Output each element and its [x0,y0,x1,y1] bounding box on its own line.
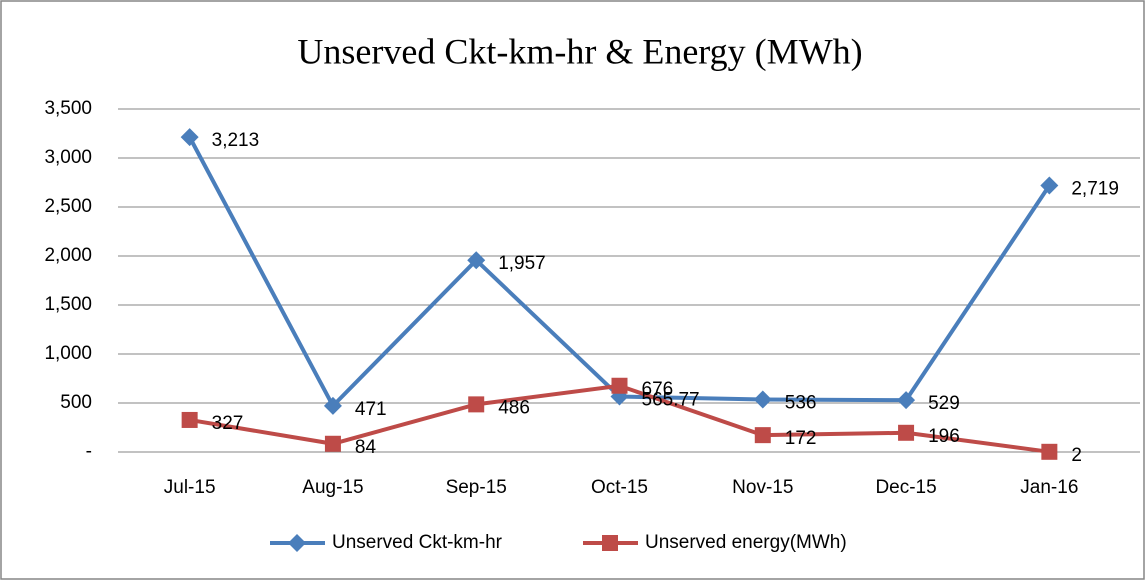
legend-marker [602,535,618,551]
x-tick-label: Dec-15 [875,477,936,498]
data-point [324,435,341,452]
data-point [1041,443,1058,460]
x-tick-label: Jul-15 [164,477,216,498]
x-tick-label: Oct-15 [591,477,648,498]
y-tick-label: - [86,441,92,462]
y-tick-label: 1,000 [44,343,92,364]
y-tick-label: 3,000 [44,147,92,168]
x-tick-label: Sep-15 [446,477,507,498]
data-label: 172 [785,428,817,449]
legend-label: Unserved energy(MWh) [645,532,847,553]
data-label: 3,213 [212,130,260,151]
data-label: 84 [355,437,377,458]
data-label: 486 [498,397,530,418]
data-label: 1,957 [498,253,546,274]
data-label: 196 [928,426,960,447]
data-label: 676 [642,379,674,400]
x-tick-label: Aug-15 [302,477,363,498]
data-label: 2 [1071,445,1082,466]
y-tick-label: 500 [60,392,92,413]
data-label: 471 [355,399,387,420]
data-label: 529 [928,393,960,414]
x-tick-label: Jan-16 [1020,477,1078,498]
data-point [898,424,915,441]
y-tick-label: 2,000 [44,245,92,266]
data-point [180,128,199,147]
data-point [323,396,342,415]
data-point [467,251,486,270]
data-point [468,396,485,413]
data-point [181,411,198,428]
data-point [754,427,771,444]
data-label: 2,719 [1071,179,1119,200]
y-tick-label: 3,500 [44,98,92,119]
data-point [897,391,916,410]
legend-label: Unserved Ckt-km-hr [332,532,503,553]
legend-marker [288,534,306,552]
x-tick-label: Nov-15 [732,477,793,498]
data-label: 565.77 [642,390,700,411]
chart-title: Unserved Ckt-km-hr & Energy (MWh) [297,31,862,71]
y-tick-label: 1,500 [44,294,92,315]
data-label: 536 [785,392,817,413]
y-tick-label: 2,500 [44,196,92,217]
data-point [611,377,628,394]
data-label: 327 [212,413,244,434]
data-point [753,390,772,409]
data-point [1040,176,1059,195]
